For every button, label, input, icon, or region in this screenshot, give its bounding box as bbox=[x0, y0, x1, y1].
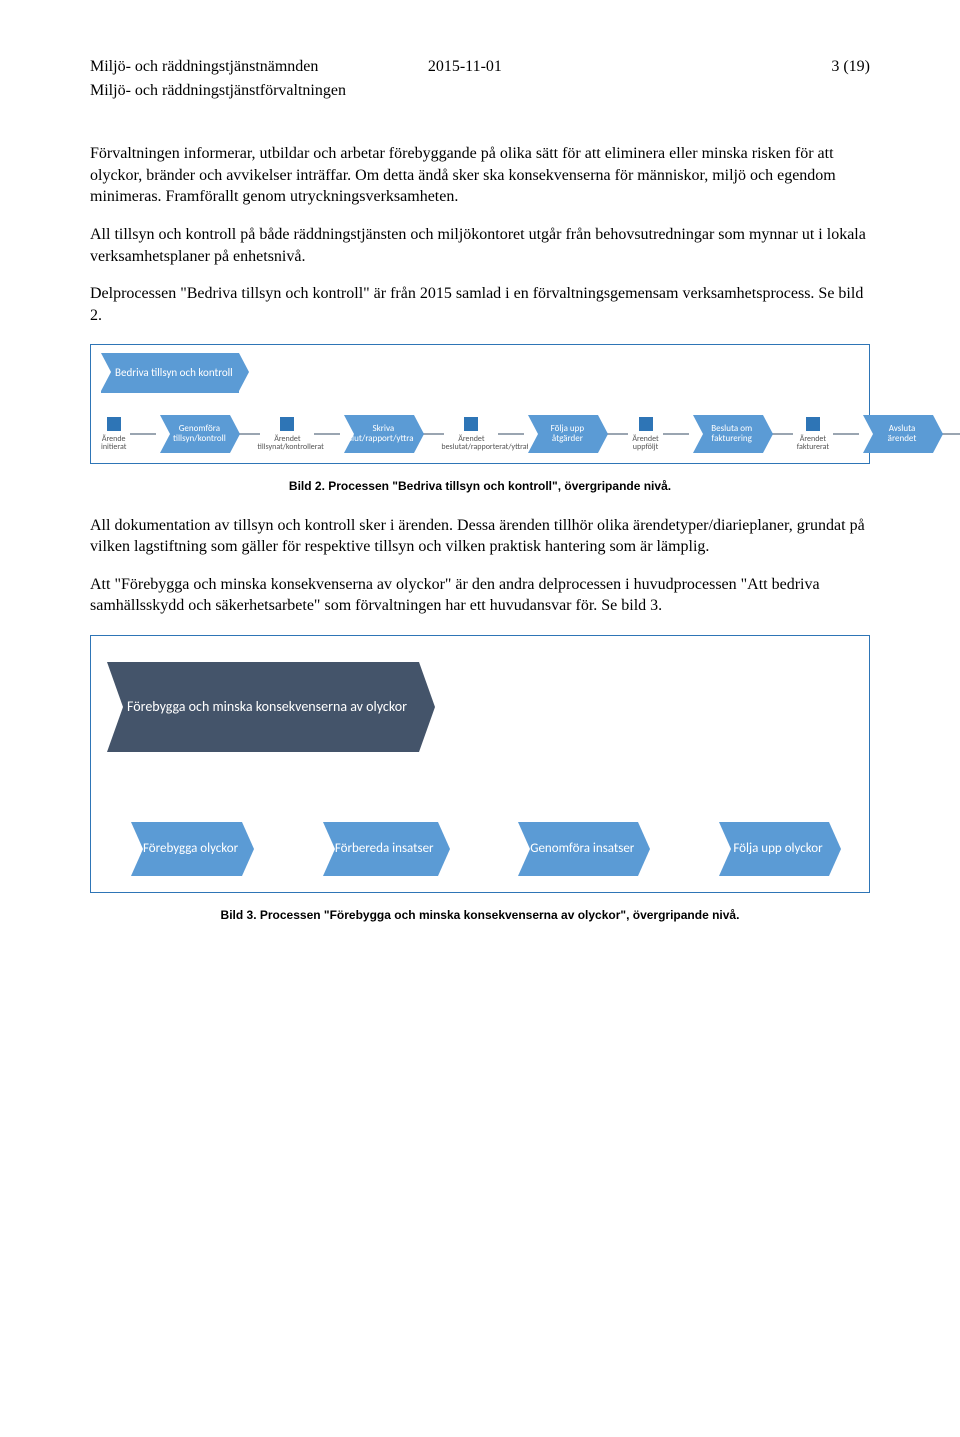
milestone-square: Ärendet uppföljt bbox=[632, 417, 658, 452]
paragraph-1: Förvaltningen informerar, utbildar och a… bbox=[90, 143, 870, 208]
milestone-square: Ärendet tillsynat/kontrollerat bbox=[264, 417, 310, 452]
process-step-arrow: Följa upp olyckor bbox=[719, 822, 829, 876]
paragraph-5: Att "Förebygga och minska konsekvenserna… bbox=[90, 574, 870, 617]
caption-bild3: Bild 3. Processen "Förebygga och minska … bbox=[90, 907, 870, 923]
page-header: Miljö- och räddningstjänstnämnden 2015-1… bbox=[90, 56, 870, 78]
process-step-arrow: Genomföra tillsyn/kontroll bbox=[160, 415, 230, 453]
start-arrow-bild2: Bedriva tillsyn och kontroll bbox=[101, 353, 239, 393]
paragraph-4: All dokumentation av tillsyn och kontrol… bbox=[90, 515, 870, 558]
header-left: Miljö- och räddningstjänstnämnden bbox=[90, 56, 318, 78]
milestone-label: Ärendet uppföljt bbox=[632, 435, 658, 452]
connector-line bbox=[498, 433, 524, 435]
connector-line bbox=[663, 433, 689, 435]
process-step-arrow: Besluta om fakturering bbox=[693, 415, 763, 453]
caption-bild2: Bild 2. Processen "Bedriva tillsyn och k… bbox=[90, 478, 870, 494]
milestone-label: Ärendet beslutat/rapporterat/yttrat bbox=[441, 435, 501, 452]
header-date: 2015-11-01 bbox=[428, 56, 502, 78]
milestone-label: Ärendet tillsynat/kontrollerat bbox=[257, 435, 317, 452]
flow-row-bild3: Förebygga olyckor Förbereda insatser Genom… bbox=[107, 822, 853, 876]
header-sub: Miljö- och räddningstjänstförvaltningen bbox=[90, 80, 870, 102]
flow-row-bild2: Ärende initierat Genomföra tillsyn/kontro… bbox=[101, 415, 859, 453]
connector-line bbox=[130, 433, 156, 435]
process-step-arrow: Följa upp åtgärder bbox=[528, 415, 598, 453]
header-page-num: 3 (19) bbox=[831, 56, 870, 78]
milestone-square: Ärendet fakturerat bbox=[797, 417, 829, 452]
milestone-label: Ärende initierat bbox=[101, 435, 126, 452]
milestone-square: Ärendet beslutat/rapporterat/yttrat bbox=[448, 417, 494, 452]
process-step-arrow: Avsluta ärendet bbox=[863, 415, 933, 453]
connector-line bbox=[833, 433, 859, 435]
start-arrow-bild3: Förebygga och minska konsekvenserna av o… bbox=[107, 662, 419, 752]
milestone-square: Ärende initierat bbox=[101, 417, 126, 452]
process-step-arrow: Genomföra insatser bbox=[518, 822, 638, 876]
diagram-bild3: Förebygga och minska konsekvenserna av o… bbox=[90, 635, 870, 893]
paragraph-2: All tillsyn och kontroll på både räddnin… bbox=[90, 224, 870, 267]
connector-line bbox=[314, 433, 340, 435]
process-step-arrow: Förbereda insatser bbox=[323, 822, 438, 876]
process-step-arrow: Förebygga olyckor bbox=[131, 822, 242, 876]
milestone-label: Ärendet fakturerat bbox=[797, 435, 829, 452]
diagram-bild2: Bedriva tillsyn och kontroll Ärende init… bbox=[90, 344, 870, 464]
paragraph-3: Delprocessen "Bedriva tillsyn och kontro… bbox=[90, 283, 870, 326]
process-step-arrow: Skriva beslut/rapport/yttrande bbox=[344, 415, 414, 453]
